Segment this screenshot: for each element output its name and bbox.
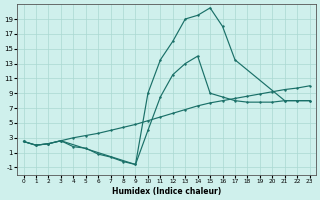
X-axis label: Humidex (Indice chaleur): Humidex (Indice chaleur) (112, 187, 221, 196)
